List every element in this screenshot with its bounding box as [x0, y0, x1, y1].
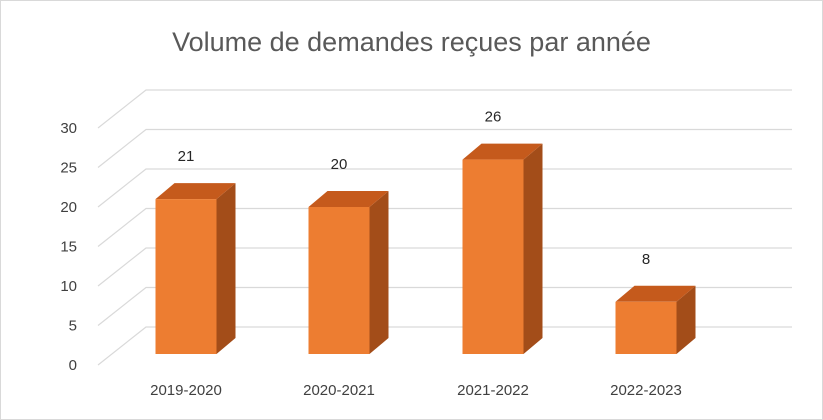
bar — [155, 199, 217, 354]
y-tick-label: 5 — [69, 318, 77, 335]
gridline — [97, 326, 792, 366]
gridline — [97, 247, 792, 287]
data-label: 8 — [642, 251, 650, 268]
gridline — [97, 207, 792, 247]
x-tick-label: 2021-2022 — [457, 382, 529, 399]
bar — [308, 207, 370, 354]
bar-top — [615, 285, 696, 302]
x-tick-label: 2019-2020 — [150, 382, 222, 399]
bar-top — [308, 191, 389, 207]
bar — [615, 301, 677, 354]
data-label: 26 — [485, 109, 502, 126]
x-tick-label: 2020-2021 — [303, 382, 375, 399]
gridline — [97, 89, 792, 129]
y-tick-label: 25 — [60, 160, 77, 177]
y-tick-label: 30 — [60, 120, 77, 137]
y-tick-label: 0 — [69, 357, 77, 374]
gridline — [97, 128, 792, 168]
bar-side — [216, 183, 236, 354]
y-tick-label: 15 — [60, 239, 77, 256]
data-label: 21 — [178, 148, 195, 165]
chart-title: Volume de demandes reçues par année — [172, 27, 651, 57]
y-tick-label: 20 — [60, 199, 77, 216]
bar-side — [676, 285, 696, 354]
bar-side — [523, 143, 543, 354]
bar-side — [369, 191, 389, 354]
bar — [462, 159, 524, 354]
bar-top — [155, 183, 236, 200]
gridline — [97, 168, 792, 208]
bar-top — [462, 143, 543, 160]
data-label: 20 — [331, 156, 348, 173]
gridline — [97, 286, 792, 326]
x-tick-label: 2022-2023 — [610, 382, 682, 399]
y-tick-label: 10 — [60, 278, 77, 295]
